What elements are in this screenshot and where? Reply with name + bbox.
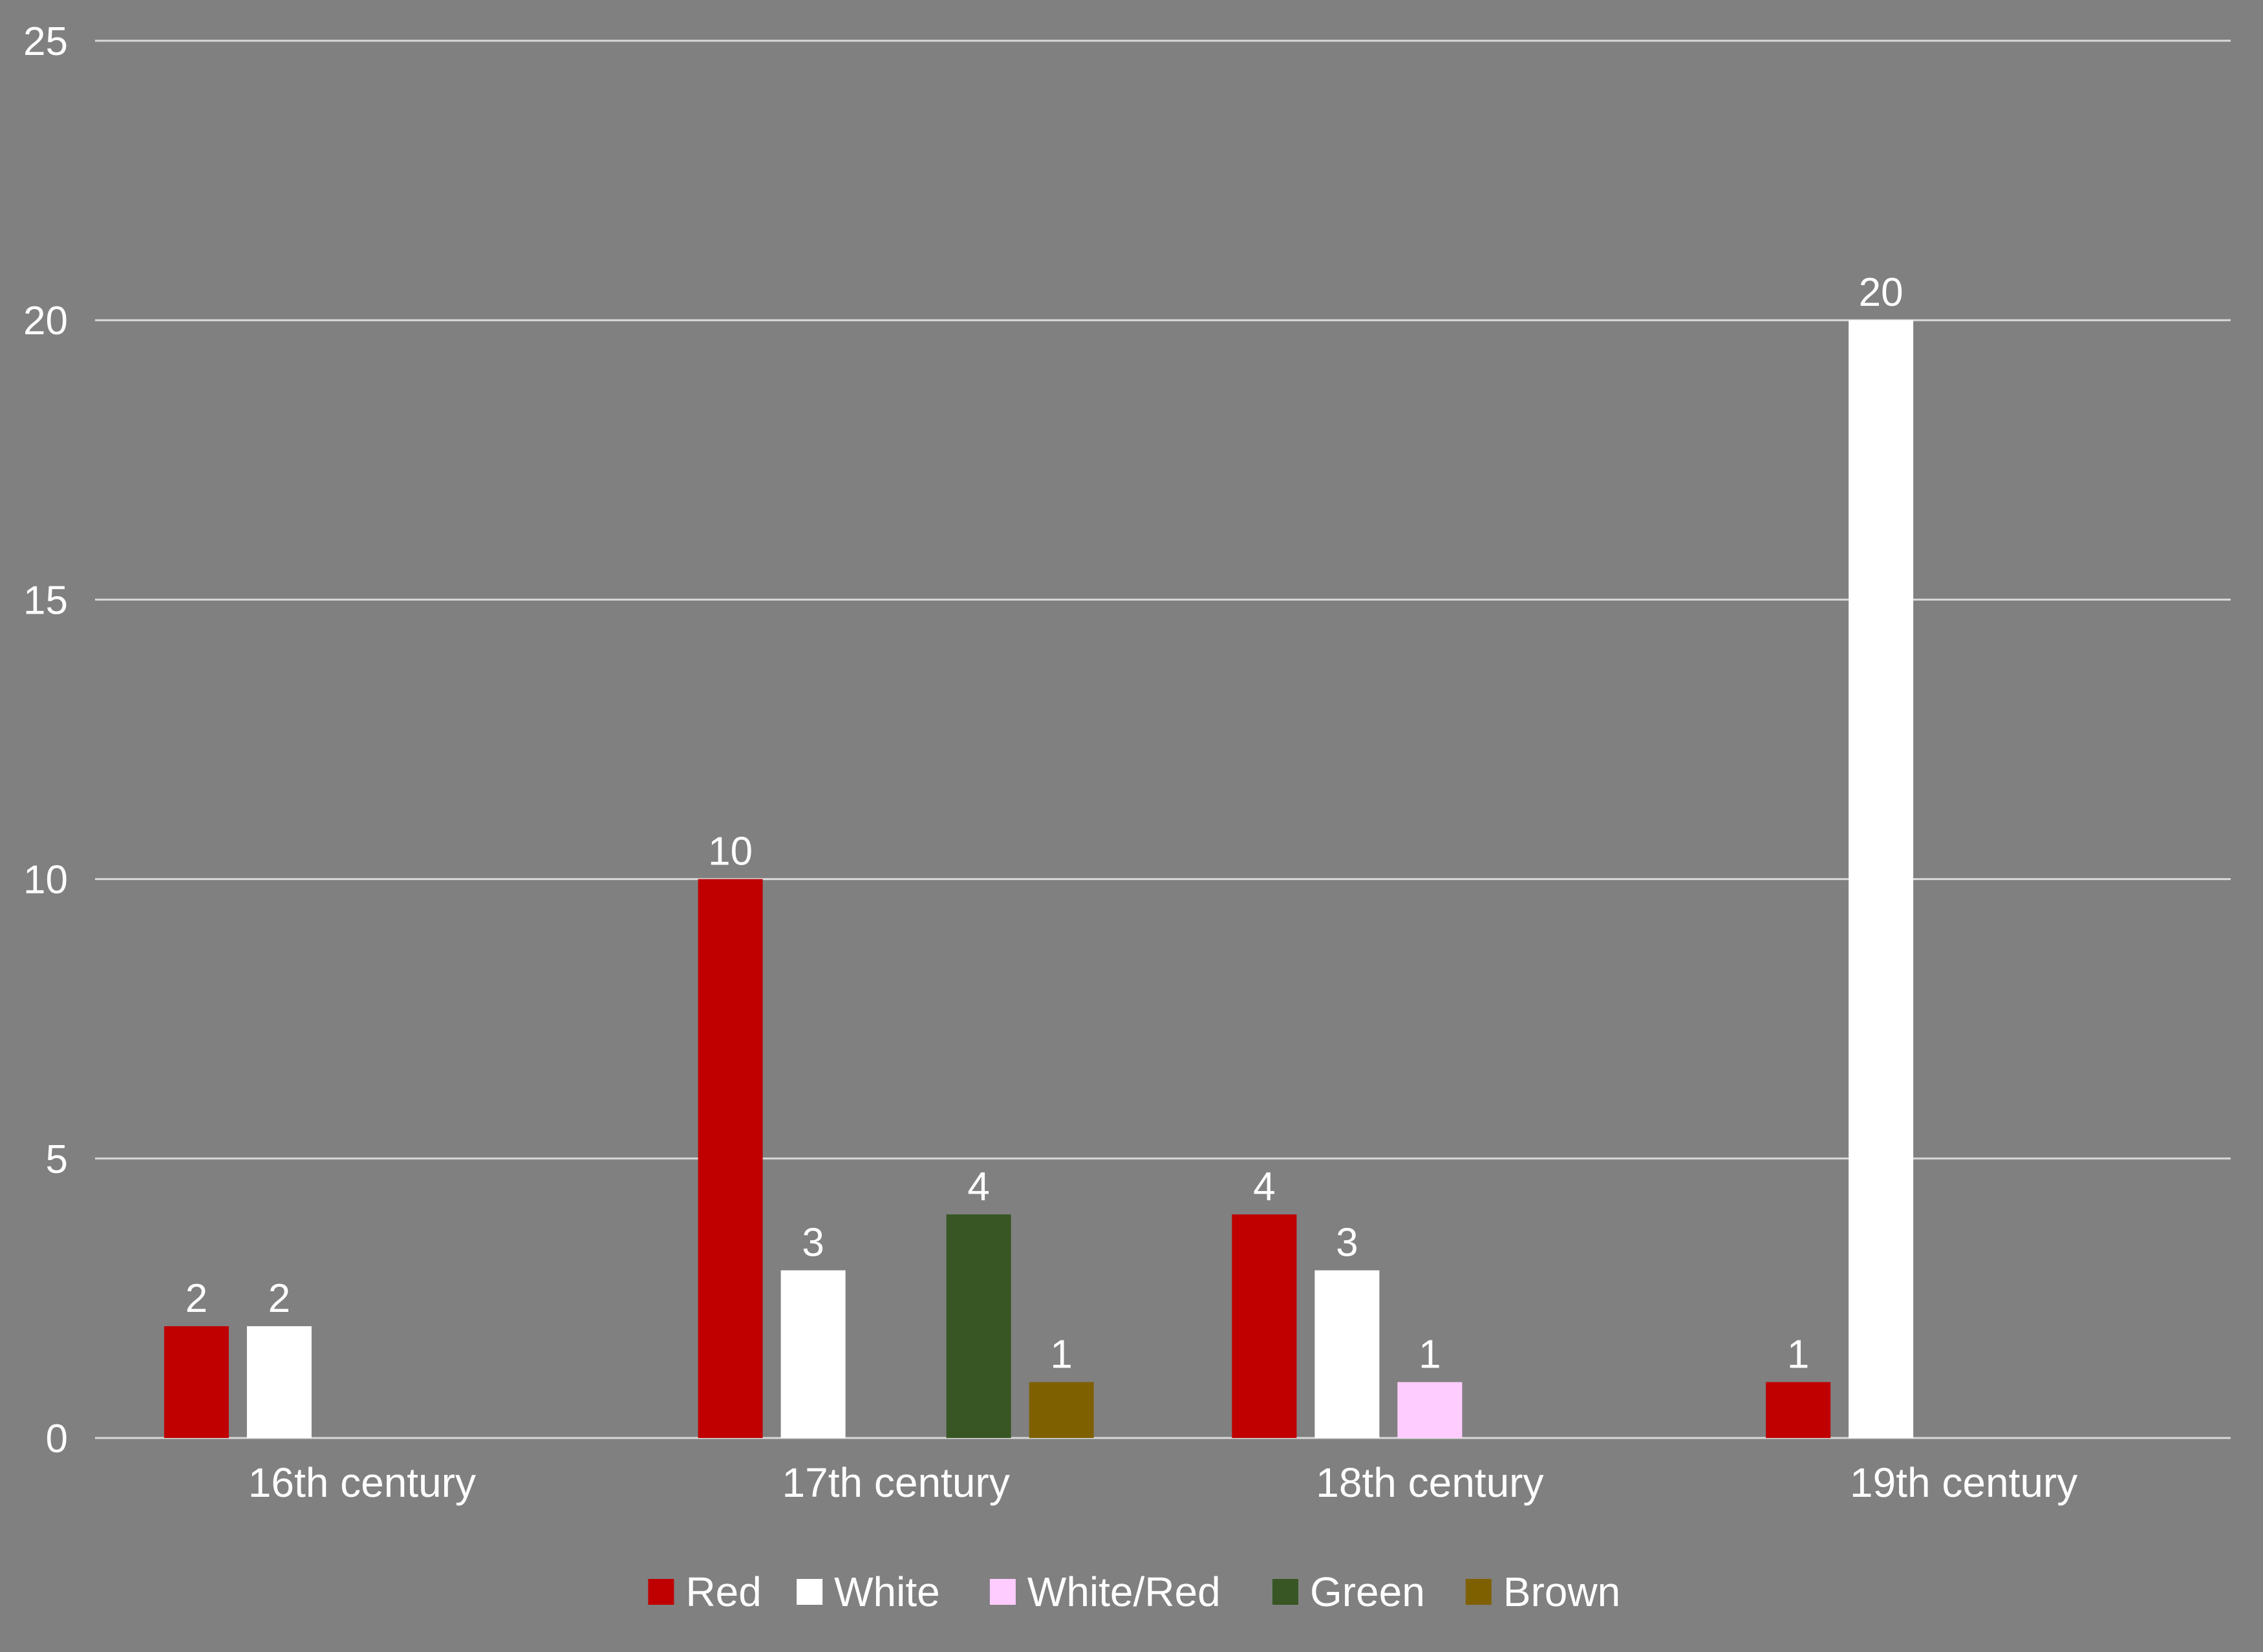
data-label: 2 bbox=[268, 1276, 290, 1321]
legend-item-green: Green bbox=[1272, 1569, 1425, 1615]
data-label: 4 bbox=[1253, 1164, 1275, 1209]
data-label: 10 bbox=[708, 830, 753, 874]
y-tick-label: 5 bbox=[46, 1137, 68, 1182]
bar-white-red-3 bbox=[1397, 1382, 1463, 1438]
bar-red-4 bbox=[1766, 1382, 1831, 1438]
legend-label: White bbox=[834, 1569, 940, 1615]
bar-red-2 bbox=[698, 879, 763, 1438]
legend-swatch bbox=[797, 1579, 823, 1605]
data-labels: 2 2 10 3 4 1 4 3 1 1 20 bbox=[186, 270, 1904, 1377]
data-label: 2 bbox=[186, 1276, 208, 1321]
bar-white-4 bbox=[1849, 320, 1914, 1439]
legend-label: Red bbox=[685, 1569, 761, 1615]
x-tick-label: 17th century bbox=[782, 1459, 1010, 1506]
legend-item-brown: Brown bbox=[1465, 1569, 1620, 1615]
y-tick-label: 10 bbox=[23, 858, 68, 903]
bar-white-3 bbox=[1314, 1270, 1380, 1438]
data-label: 1 bbox=[1787, 1333, 1809, 1377]
legend: Red White White/Red Green Brown bbox=[648, 1569, 1620, 1615]
y-tick-label: 25 bbox=[23, 19, 68, 64]
legend-label: Brown bbox=[1503, 1569, 1620, 1615]
y-axis-tick-labels: 0 5 10 15 20 25 bbox=[23, 19, 68, 1461]
data-label: 1 bbox=[1419, 1333, 1441, 1377]
y-tick-label: 20 bbox=[23, 299, 68, 343]
bar-white-1 bbox=[246, 1326, 312, 1438]
legend-swatch bbox=[1465, 1579, 1492, 1605]
data-label: 4 bbox=[967, 1164, 989, 1209]
legend-item-red: Red bbox=[648, 1569, 762, 1615]
legend-swatch bbox=[648, 1579, 674, 1605]
legend-swatch bbox=[1272, 1579, 1298, 1605]
bar-red-1 bbox=[164, 1326, 229, 1438]
bar-green-2 bbox=[946, 1214, 1011, 1438]
x-tick-label: 16th century bbox=[248, 1459, 476, 1506]
bar-white-2 bbox=[780, 1270, 846, 1438]
x-tick-label: 19th century bbox=[1850, 1459, 2077, 1506]
bars bbox=[164, 320, 1914, 1439]
bar-brown-2 bbox=[1029, 1382, 1094, 1438]
x-tick-label: 18th century bbox=[1316, 1459, 1543, 1506]
legend-item-white: White bbox=[797, 1569, 940, 1615]
data-label: 20 bbox=[1859, 270, 1904, 315]
legend-label: White/Red bbox=[1027, 1569, 1221, 1615]
bar-red-3 bbox=[1232, 1214, 1297, 1438]
legend-swatch bbox=[989, 1579, 1016, 1605]
x-axis-tick-labels: 16th century 17th century 18th century 19th… bbox=[248, 1459, 2077, 1506]
y-tick-label: 15 bbox=[23, 578, 68, 623]
data-label: 3 bbox=[802, 1221, 824, 1265]
y-tick-label: 0 bbox=[46, 1417, 68, 1461]
data-label: 1 bbox=[1050, 1333, 1072, 1377]
data-label: 3 bbox=[1336, 1221, 1358, 1265]
legend-label: Green bbox=[1310, 1569, 1425, 1615]
legend-item-white-red: White/Red bbox=[989, 1569, 1221, 1615]
